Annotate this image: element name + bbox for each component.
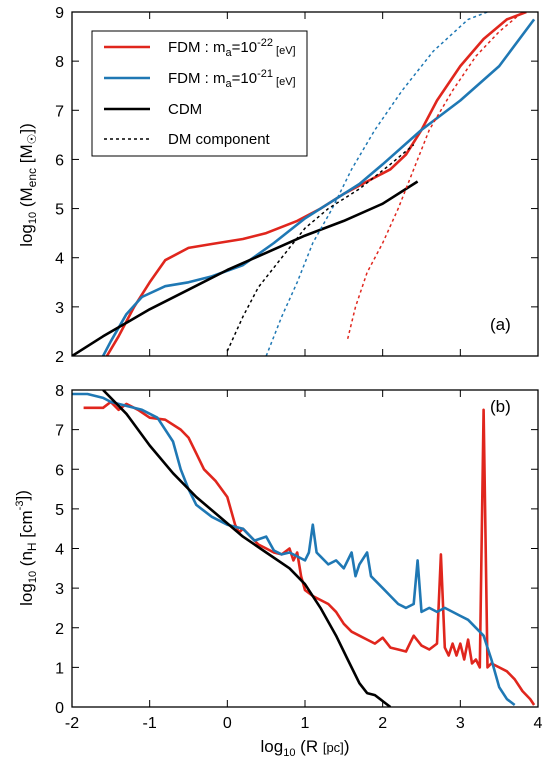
panel-b-series-fdm22 bbox=[83, 400, 536, 706]
panel-a-series-group bbox=[72, 12, 536, 356]
panel-a-series-fdm22-dm-component bbox=[346, 12, 523, 339]
panel-b-y-tick-label: 3 bbox=[55, 581, 64, 598]
panel-a-y-tick-label: 3 bbox=[55, 300, 64, 317]
panel-b-x-tick-label: 1 bbox=[301, 715, 310, 732]
panel-a-y-tick-label: 4 bbox=[55, 251, 64, 268]
panel-b-x-tick-label: -1 bbox=[143, 715, 157, 732]
panel-b-x-tick-label: 4 bbox=[534, 715, 543, 732]
panel-a-y-tick-label: 6 bbox=[55, 152, 64, 169]
panel-a-y-tick-label: 5 bbox=[55, 202, 64, 219]
panel-b-y-tick-label: 1 bbox=[55, 660, 64, 677]
panel-a-series-fdm21-dm-component bbox=[265, 12, 488, 356]
panel-b-x-tick-label: 0 bbox=[223, 715, 232, 732]
legend-label-dm-component: DM component bbox=[168, 131, 271, 148]
panel-b-y-tick-label: 5 bbox=[55, 502, 64, 519]
panel-b: -2 -1 0 1 2 3 4 0 1 2 3 4 5 6 7 8 bbox=[55, 383, 542, 732]
legend-box bbox=[91, 30, 308, 157]
panel-a-label: (a) bbox=[490, 315, 511, 334]
panel-a-y-tick-label: 7 bbox=[55, 103, 64, 120]
panel-a-y-tick-label: 8 bbox=[55, 54, 64, 71]
legend: FDM : ma=10-22 [eV] FDM : ma=10-21 [eV] … bbox=[91, 30, 308, 157]
legend-label-cdm: CDM bbox=[168, 101, 202, 118]
panel-a-series-cdm bbox=[72, 180, 419, 356]
panel-b-y-axis-title: log10 (nH [cm-3]) bbox=[13, 490, 39, 606]
legend-label-fdm21: FDM : ma=10-21 [eV] bbox=[168, 68, 296, 90]
panel-b-y-tick-label: 0 bbox=[55, 700, 64, 717]
panel-b-x-tick-label: 3 bbox=[456, 715, 465, 732]
panel-b-y-tick-label: 7 bbox=[55, 423, 64, 440]
panel-b-x-tick-label: 2 bbox=[378, 715, 387, 732]
panel-a-series-cdm-dm-component bbox=[226, 144, 415, 352]
panel-b-series-group bbox=[72, 390, 536, 707]
panel-b-x-tick-label: -2 bbox=[65, 715, 79, 732]
x-axis-title: log10 (R [pc]) bbox=[261, 737, 350, 759]
panel-b-frame bbox=[71, 389, 539, 708]
panel-b-y-tick-label: 8 bbox=[55, 383, 64, 400]
panel-b-series-fdm21 bbox=[72, 392, 516, 707]
panel-a-y-axis-title: log10 (Menc [M☉]) bbox=[17, 123, 39, 247]
panel-a-y-tick-label: 2 bbox=[55, 349, 64, 366]
panel-b-y-tick-label: 2 bbox=[55, 621, 64, 638]
panel-a-y-tick-label: 9 bbox=[55, 5, 64, 22]
panel-b-y-tick-label: 4 bbox=[55, 542, 64, 559]
panel-b-y-tick-label: 6 bbox=[55, 462, 64, 479]
panel-b-series-cdm bbox=[102, 390, 392, 707]
panel-a: 2 3 4 5 6 7 8 9 bbox=[55, 5, 539, 366]
legend-label-fdm22: FDM : ma=10-22 [eV] bbox=[168, 37, 296, 59]
panel-b-label: (b) bbox=[490, 397, 511, 416]
